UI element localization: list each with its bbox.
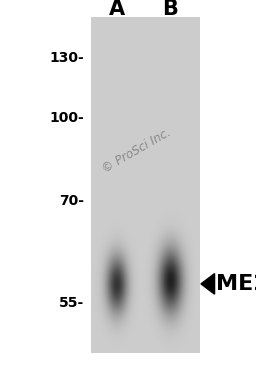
- FancyBboxPatch shape: [91, 17, 200, 353]
- Text: B: B: [162, 0, 178, 20]
- Polygon shape: [201, 274, 215, 294]
- Text: 70-: 70-: [59, 194, 84, 208]
- Text: © ProSci Inc.: © ProSci Inc.: [100, 126, 174, 175]
- Text: ME2: ME2: [216, 274, 256, 294]
- Text: 130-: 130-: [50, 51, 84, 65]
- Text: A: A: [109, 0, 124, 20]
- Text: 55-: 55-: [59, 296, 84, 310]
- Text: 100-: 100-: [50, 111, 84, 126]
